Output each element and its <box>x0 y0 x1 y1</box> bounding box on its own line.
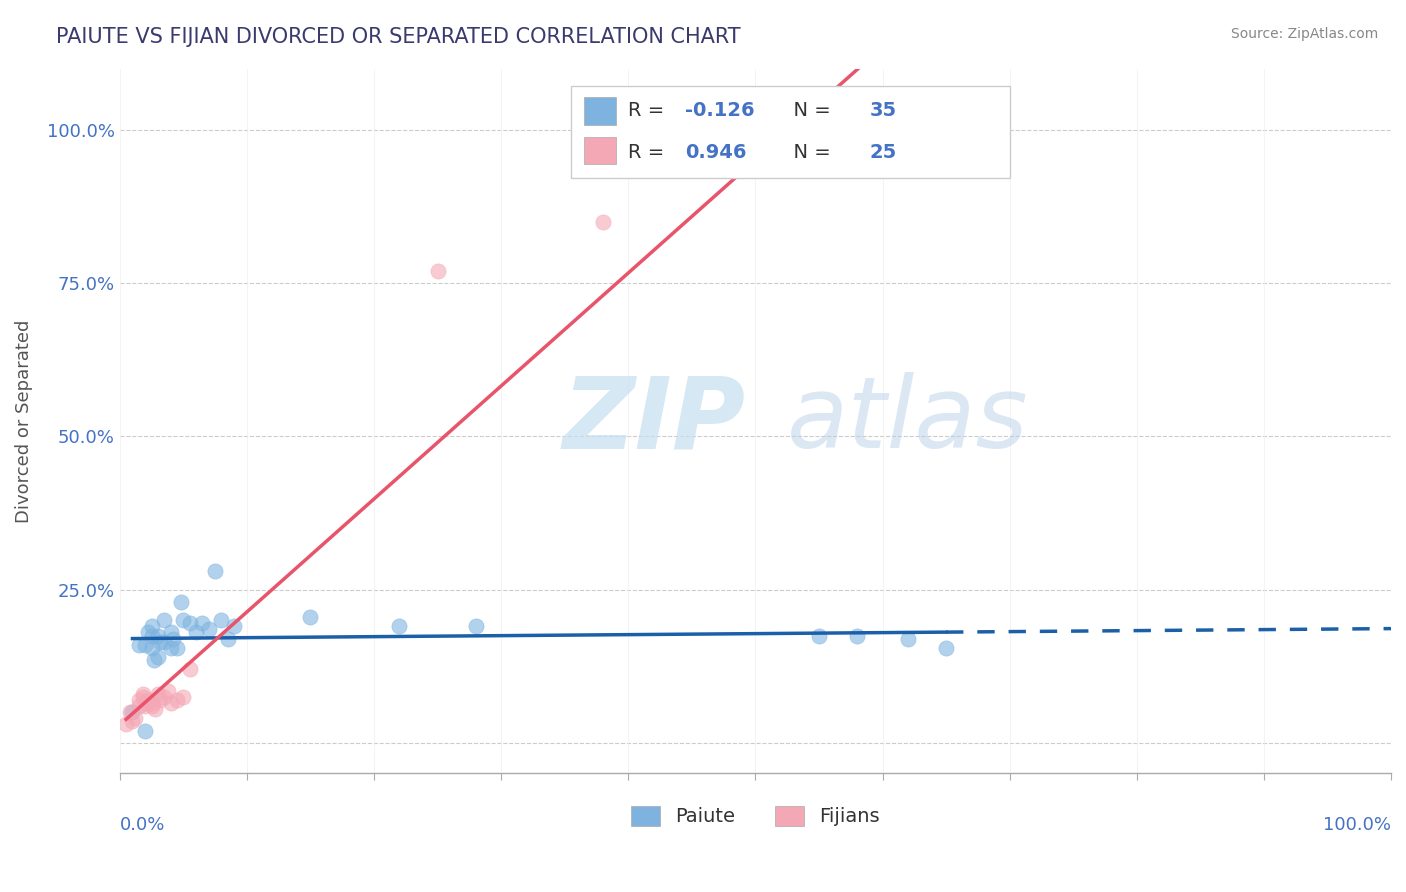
Point <box>897 632 920 646</box>
Point <box>159 625 181 640</box>
Point <box>121 705 143 719</box>
Point <box>149 634 172 648</box>
Text: 0.0%: 0.0% <box>120 815 165 834</box>
FancyBboxPatch shape <box>583 97 616 125</box>
Point <box>153 690 176 704</box>
Point <box>166 640 188 655</box>
Text: N =: N = <box>780 143 837 161</box>
Point <box>134 638 156 652</box>
Point <box>162 632 184 646</box>
Point <box>143 653 166 667</box>
Point <box>807 628 830 642</box>
Point <box>141 696 163 710</box>
Point <box>464 619 486 633</box>
Point <box>172 690 194 704</box>
Text: PAIUTE VS FIJIAN DIVORCED OR SEPARATED CORRELATION CHART: PAIUTE VS FIJIAN DIVORCED OR SEPARATED C… <box>56 27 741 46</box>
Point <box>197 623 219 637</box>
Point <box>170 595 193 609</box>
Point <box>204 564 226 578</box>
Point <box>141 619 163 633</box>
Point <box>191 616 214 631</box>
Point <box>141 698 163 713</box>
Point <box>159 696 181 710</box>
Point <box>157 683 180 698</box>
Point <box>141 640 163 655</box>
Point <box>224 619 246 633</box>
Point <box>146 650 169 665</box>
Text: R =: R = <box>628 102 671 120</box>
Point <box>136 625 159 640</box>
Point <box>136 693 159 707</box>
Text: -0.126: -0.126 <box>686 102 755 120</box>
Point <box>146 628 169 642</box>
Point <box>299 610 322 624</box>
Point <box>846 628 869 642</box>
Point <box>935 640 957 655</box>
Point <box>134 696 156 710</box>
Point <box>128 698 150 713</box>
Point <box>426 264 449 278</box>
Point <box>121 714 143 729</box>
Point <box>128 638 150 652</box>
Legend: Paiute, Fijians: Paiute, Fijians <box>623 798 887 834</box>
Point <box>159 640 181 655</box>
Point <box>179 662 201 676</box>
Text: 25: 25 <box>870 143 897 161</box>
Text: R =: R = <box>628 143 671 161</box>
Point <box>897 123 920 137</box>
Y-axis label: Divorced or Separated: Divorced or Separated <box>15 319 32 523</box>
Point <box>172 613 194 627</box>
Point <box>153 613 176 627</box>
Point <box>146 687 169 701</box>
Point <box>153 634 176 648</box>
Point <box>131 687 153 701</box>
Point <box>143 702 166 716</box>
Text: 35: 35 <box>870 102 897 120</box>
Point <box>134 723 156 738</box>
Point <box>211 613 233 627</box>
Point <box>118 705 141 719</box>
FancyBboxPatch shape <box>571 87 1010 178</box>
Point <box>128 693 150 707</box>
Text: ZIP: ZIP <box>562 373 745 469</box>
Point <box>149 693 172 707</box>
Text: 0.946: 0.946 <box>686 143 747 161</box>
Text: atlas: atlas <box>787 373 1029 469</box>
Point <box>179 616 201 631</box>
Point <box>115 717 138 731</box>
Point <box>134 698 156 713</box>
Point <box>131 690 153 704</box>
Point <box>141 628 163 642</box>
Text: N =: N = <box>780 102 837 120</box>
Text: Source: ZipAtlas.com: Source: ZipAtlas.com <box>1230 27 1378 41</box>
Point <box>184 625 207 640</box>
Point <box>388 619 411 633</box>
Point <box>166 693 188 707</box>
Point <box>217 632 239 646</box>
Point <box>592 215 614 229</box>
Text: 100.0%: 100.0% <box>1323 815 1391 834</box>
FancyBboxPatch shape <box>583 136 616 164</box>
Point <box>124 711 146 725</box>
